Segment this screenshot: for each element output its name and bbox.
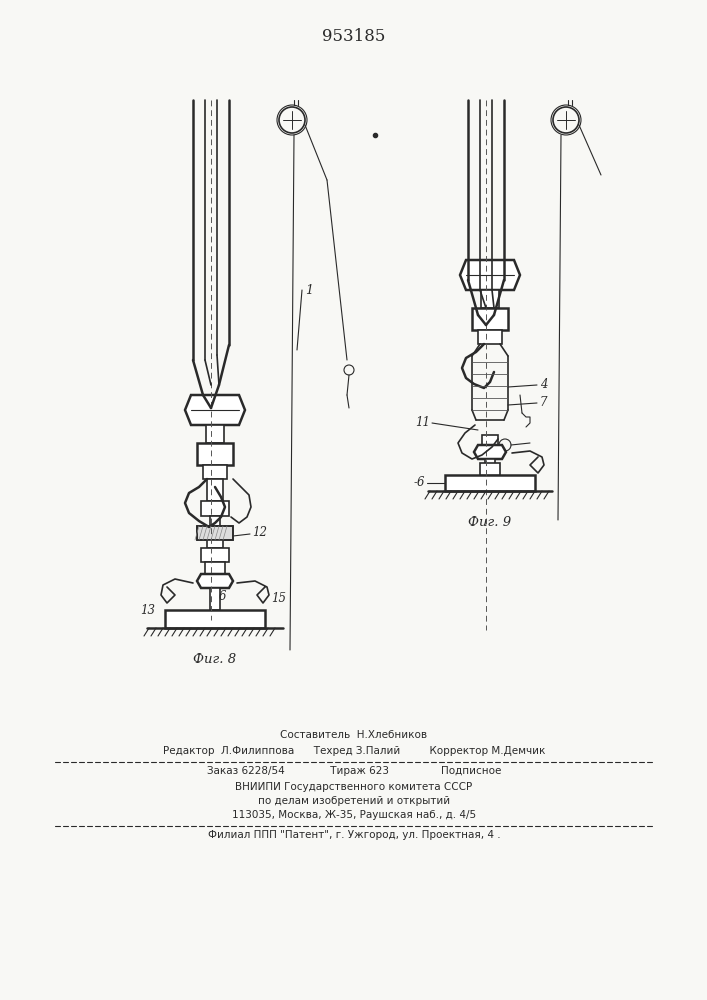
Bar — [482, 435, 498, 445]
Text: по делам изобретений и открытий: по делам изобретений и открытий — [258, 796, 450, 806]
Text: -6: -6 — [414, 477, 425, 489]
Bar — [197, 526, 233, 540]
Bar — [478, 330, 502, 344]
Bar — [210, 588, 220, 610]
Bar — [197, 443, 233, 465]
Bar — [203, 465, 227, 479]
Polygon shape — [460, 260, 520, 290]
Text: 6: 6 — [219, 590, 226, 603]
Bar — [197, 526, 233, 540]
Text: Фиг. 8: Фиг. 8 — [194, 653, 237, 666]
Text: 1: 1 — [305, 284, 313, 296]
Bar — [201, 501, 229, 516]
Bar — [480, 463, 500, 475]
Text: Фиг. 9: Фиг. 9 — [469, 516, 512, 529]
Text: 953185: 953185 — [322, 28, 386, 45]
Bar — [201, 548, 229, 562]
Text: 7: 7 — [540, 396, 547, 410]
Bar — [205, 562, 225, 574]
Bar — [207, 479, 223, 501]
Polygon shape — [474, 445, 506, 459]
Bar — [210, 516, 220, 526]
Text: Филиал ППП "Патент", г. Ужгород, ул. Проектная, 4 .: Филиал ППП "Патент", г. Ужгород, ул. Про… — [208, 830, 501, 840]
Polygon shape — [197, 574, 233, 588]
Bar — [206, 425, 224, 443]
Bar — [472, 308, 508, 330]
Text: 11: 11 — [415, 416, 430, 430]
Bar — [481, 290, 499, 308]
Bar — [207, 540, 223, 548]
Text: Редактор  Л.Филиппова      Техред З.Палий         Корректор М.Демчик: Редактор Л.Филиппова Техред З.Палий Корр… — [163, 746, 545, 756]
Text: Составитель  Н.Хлебников: Составитель Н.Хлебников — [281, 730, 428, 740]
Bar — [485, 459, 495, 475]
Text: 113035, Москва, Ж-35, Раушская наб., д. 4/5: 113035, Москва, Ж-35, Раушская наб., д. … — [232, 810, 476, 820]
Text: 12: 12 — [252, 526, 267, 540]
Polygon shape — [185, 395, 245, 425]
Text: Заказ 6228/54              Тираж 623                Подписное: Заказ 6228/54 Тираж 623 Подписное — [207, 766, 501, 776]
Text: 4: 4 — [540, 378, 547, 391]
Bar — [165, 610, 265, 628]
Text: 13: 13 — [140, 604, 155, 617]
Bar — [445, 475, 535, 491]
Text: ВНИИПИ Государственного комитета СССР: ВНИИПИ Государственного комитета СССР — [235, 782, 472, 792]
Text: 15: 15 — [271, 591, 286, 604]
